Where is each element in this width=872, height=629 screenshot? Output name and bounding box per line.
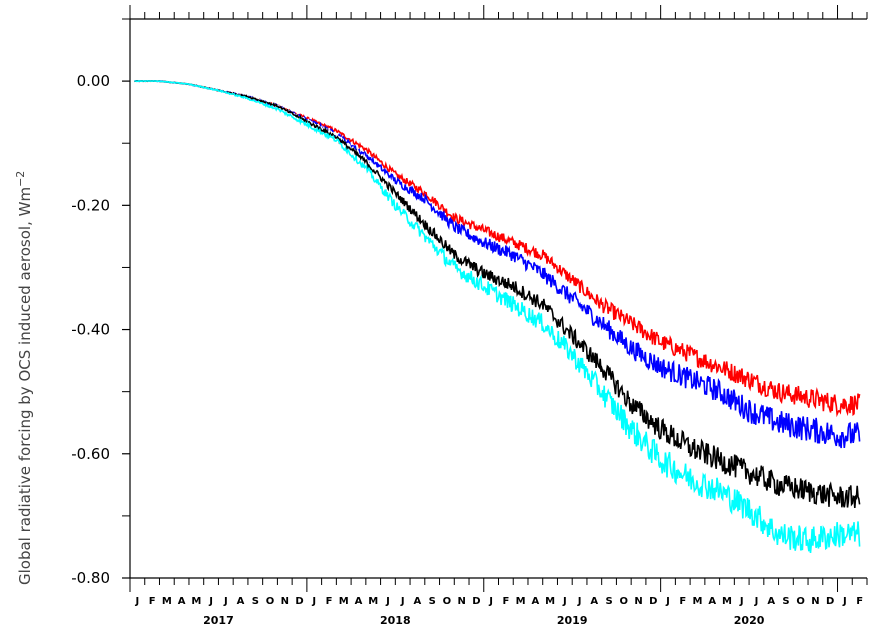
y-tick-label: -0.20 <box>71 196 110 214</box>
month-label: S <box>605 596 612 607</box>
month-label: J <box>311 596 316 607</box>
month-label: J <box>665 596 670 607</box>
series-line-5 <box>134 80 861 553</box>
month-label: A <box>708 596 716 607</box>
month-label: N <box>281 596 289 607</box>
y-tick-label: -0.80 <box>71 569 110 587</box>
month-label: N <box>457 596 465 607</box>
month-label: S <box>429 596 436 607</box>
year-label: 2020 <box>734 614 765 627</box>
month-label: J <box>223 596 228 607</box>
month-label: J <box>488 596 493 607</box>
month-label: S <box>782 596 789 607</box>
month-label: M <box>368 596 378 607</box>
month-label: M <box>693 596 703 607</box>
month-label: J <box>754 596 759 607</box>
y-axis-label-superscript: −2 <box>14 171 27 187</box>
month-label: A <box>178 596 186 607</box>
month-label: D <box>649 596 657 607</box>
month-label: F <box>856 596 863 607</box>
y-tick-label: 0.00 <box>77 72 110 90</box>
month-label: J <box>385 596 390 607</box>
month-label: A <box>590 596 598 607</box>
y-tick-label: -0.60 <box>71 445 110 463</box>
year-label: 2019 <box>557 614 588 627</box>
month-label: A <box>355 596 363 607</box>
month-label: J <box>208 596 213 607</box>
month-label: O <box>620 596 629 607</box>
labels-layer: 0.00-0.20-0.40-0.60-0.80J F M A M J J A S O N D J F M A… <box>71 72 863 627</box>
y-axis-label: Global radiative forcing by OCS induced … <box>16 187 34 585</box>
month-label: M <box>339 596 349 607</box>
month-label: J <box>400 596 405 607</box>
month-label: M <box>516 596 526 607</box>
axes-layer <box>122 5 868 592</box>
svg-text:Global radiative forcing by OC: Global radiative forcing by OCS induced … <box>14 171 34 585</box>
month-label: S <box>252 596 259 607</box>
month-label: J <box>562 596 567 607</box>
month-label: N <box>811 596 819 607</box>
month-label: M <box>191 596 201 607</box>
month-label: J <box>739 596 744 607</box>
month-label: F <box>679 596 686 607</box>
month-label: A <box>531 596 539 607</box>
series-line-4 <box>134 80 861 509</box>
month-label: M <box>162 596 172 607</box>
year-label: 2017 <box>203 614 234 627</box>
month-label: A <box>237 596 245 607</box>
month-label: J <box>135 596 140 607</box>
y-axis-title: Global radiative forcing by OCS induced … <box>14 171 34 585</box>
month-label: D <box>826 596 834 607</box>
month-label: A <box>767 596 775 607</box>
month-label: O <box>266 596 275 607</box>
month-label: M <box>545 596 555 607</box>
month-label: A <box>414 596 422 607</box>
month-label: N <box>634 596 642 607</box>
month-label: J <box>842 596 847 607</box>
y-tick-label: -0.40 <box>71 321 110 339</box>
year-label: 2018 <box>380 614 411 627</box>
month-label: O <box>443 596 452 607</box>
month-label: F <box>502 596 509 607</box>
month-label: J <box>577 596 582 607</box>
month-label: D <box>472 596 480 607</box>
month-label: O <box>796 596 805 607</box>
series-layer <box>134 80 861 553</box>
month-label: D <box>295 596 303 607</box>
month-label: F <box>326 596 333 607</box>
month-label: M <box>722 596 732 607</box>
month-label: F <box>149 596 156 607</box>
